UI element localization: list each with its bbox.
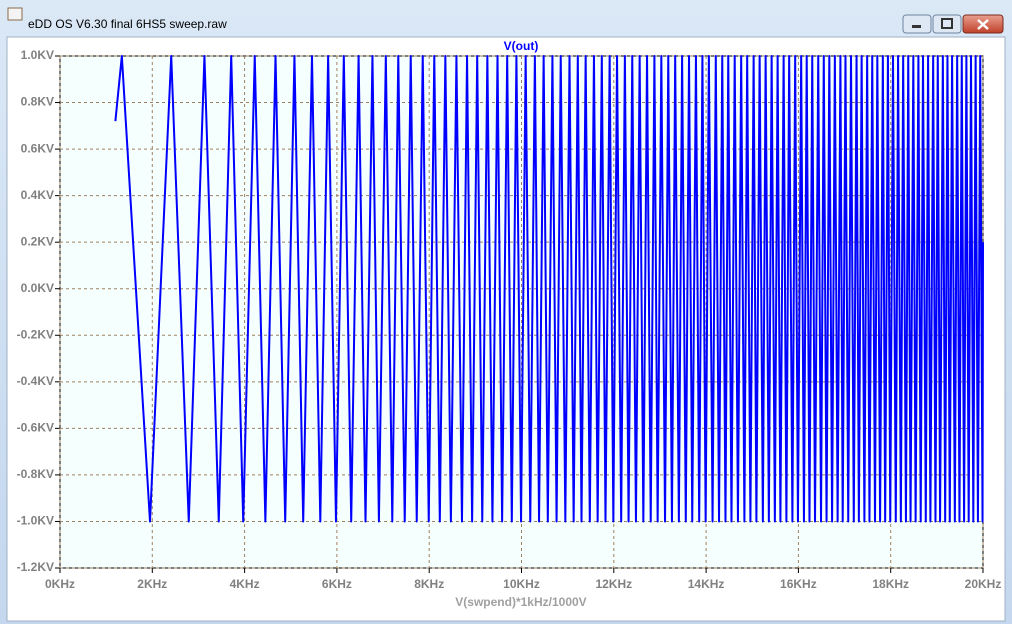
- chart: 1.0KV 0.8KV 0.6KV 0.4KV 0.2KV 0.0KV -0.2KV -0.4…: [17, 48, 1002, 591]
- y-tick-label: 0.2KV: [21, 234, 54, 248]
- x-tick-label: 2KHz: [137, 577, 167, 591]
- window-title: eDD OS V6.30 final 6HS5 sweep.raw: [28, 17, 227, 31]
- y-tick-label: 0.0KV: [21, 281, 54, 295]
- x-tick-label: 6KHz: [322, 577, 352, 591]
- maximize-button[interactable]: [932, 14, 962, 34]
- trace: [114, 55, 984, 523]
- x-tick-label: 14KHz: [688, 577, 725, 591]
- y-tick-label: -1.0KV: [17, 514, 54, 528]
- y-tick-label: -0.6KV: [17, 421, 54, 435]
- y-tick-label: 0.4KV: [21, 188, 54, 202]
- y-tick-label: -0.2KV: [17, 327, 54, 341]
- x-tick-label: 4KHz: [230, 577, 260, 591]
- x-tick-label: 8KHz: [414, 577, 444, 591]
- x-tick-label: 18KHz: [872, 577, 909, 591]
- x-tick-label: 12KHz: [595, 577, 632, 591]
- y-tick-label: 1.0KV: [21, 48, 54, 62]
- x-tick-label: 0KHz: [45, 577, 75, 591]
- trace-label: V(out): [504, 39, 539, 53]
- x-tick-label: 16KHz: [780, 577, 817, 591]
- y-tick-label: -1.2KV: [17, 560, 54, 574]
- x-tick-label: 20KHz: [965, 577, 1002, 591]
- y-tick-label: 0.6KV: [21, 141, 54, 155]
- minimize-button[interactable]: [902, 14, 932, 34]
- app-icon: [7, 7, 23, 21]
- close-button[interactable]: [962, 14, 1004, 34]
- y-tick-label: -0.4KV: [17, 374, 54, 388]
- x-axis-label: V(swpend)*1kHz/1000V: [455, 595, 586, 609]
- x-tick-label: 10KHz: [503, 577, 540, 591]
- y-tick-label: 0.8KV: [21, 95, 54, 109]
- y-tick-label: -0.8KV: [17, 467, 54, 481]
